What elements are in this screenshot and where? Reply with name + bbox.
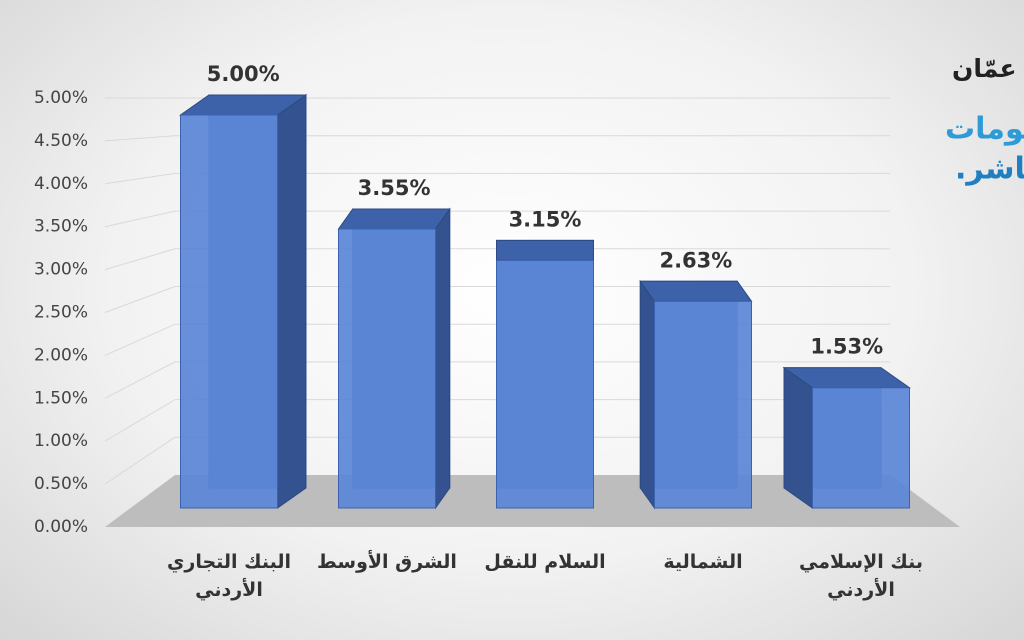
bar-front	[338, 228, 436, 509]
bar-side	[435, 207, 451, 510]
x-tick-label: الشرق الأوسط	[317, 551, 457, 573]
bar-front	[812, 387, 910, 509]
logo-line-2: مباشر.	[955, 152, 1024, 187]
bar-side	[639, 279, 655, 510]
y-tick-label: 2.50%	[34, 303, 88, 323]
value-label: 5.00%	[207, 62, 280, 86]
bar-top	[496, 239, 594, 261]
y-tick-label: 5.00%	[34, 88, 88, 108]
bar-side	[783, 366, 813, 509]
x-tick-label: الشمالية	[663, 551, 743, 573]
x-tick-label: البنك التجاري الأردني	[166, 551, 292, 601]
bar	[496, 239, 594, 509]
logo-line-1: معلومات	[945, 112, 1024, 147]
bar	[337, 207, 451, 510]
chart-title: أكثر 5 أسهم رابحة ببورصة عمّان	[952, 52, 1024, 84]
x-tick-label: السلام للنقل	[484, 551, 606, 573]
value-label: 2.63%	[659, 248, 732, 272]
value-label: 3.15%	[509, 207, 582, 231]
y-tick-label: 0.00%	[34, 517, 88, 537]
grid-line	[104, 210, 890, 228]
y-tick-label: 3.50%	[34, 217, 88, 237]
bar-top	[639, 280, 753, 302]
bar-side	[277, 94, 307, 509]
y-tick-label: 1.50%	[34, 388, 88, 408]
y-tick-label: 2.00%	[34, 345, 88, 365]
y-tick-label: 0.50%	[34, 474, 88, 494]
bar	[639, 279, 753, 510]
grid-line	[104, 248, 890, 271]
bar-front	[180, 114, 278, 509]
y-tick-label: 3.00%	[34, 260, 88, 280]
grid-line	[104, 135, 890, 142]
y-tick-label: 1.00%	[34, 431, 88, 451]
bar	[178, 94, 308, 509]
y-tick-label: 4.50%	[34, 131, 88, 151]
bar-front	[496, 259, 594, 509]
bar	[782, 366, 912, 509]
bar-front	[654, 300, 752, 509]
bar-top	[337, 208, 451, 230]
grid-line	[104, 172, 890, 185]
value-label: 3.55%	[358, 176, 431, 200]
value-label: 1.53%	[810, 335, 883, 359]
y-tick-label: 4.00%	[34, 174, 88, 194]
x-tick-label: بنك الإسلامي الأردني	[799, 551, 923, 601]
